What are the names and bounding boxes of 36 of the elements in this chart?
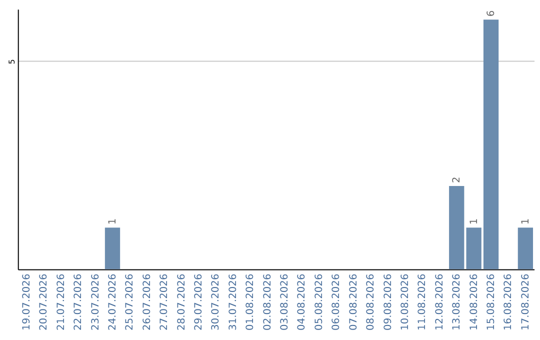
x-tick-label: 22.07.2026 [73,274,84,330]
data-label: 6 [486,10,498,17]
x-tick-label: 20.07.2026 [38,274,50,330]
x-tick-label: 30.07.2026 [210,274,222,330]
x-tick-label: 27.07.2026 [159,274,170,330]
x-tick-label: 14.08.2026 [468,274,480,330]
x-tick-label: 04.08.2026 [296,274,308,330]
x-tick-label: 28.07.2026 [176,274,188,330]
x-tick-label: 11.08.2026 [417,274,428,330]
x-tick-label: 26.07.2026 [142,274,153,330]
x-tick-label: 10.08.2026 [400,274,411,330]
x-tick-label: 12.08.2026 [434,274,446,330]
x-tick-label: 19.07.2026 [21,274,32,330]
x-tick-label: 25.07.2026 [124,274,136,330]
x-tick-label: 05.08.2026 [314,274,325,330]
y-tick-label: 5 [7,59,16,64]
x-tick-label: 16.08.2026 [503,274,514,330]
data-label: 1 [520,218,532,225]
x-tick-label: 17.08.2026 [520,274,532,330]
x-tick-label: 08.08.2026 [366,274,377,330]
data-label: 2 [452,176,463,184]
x-tick-label: 01.08.2026 [245,274,256,330]
x-tick-label: 07.08.2026 [348,274,360,330]
x-tick-label: 06.08.2026 [331,274,342,330]
x-tick-label: 21.07.2026 [56,274,67,330]
data-label: 1 [468,218,480,225]
x-tick-label: 09.08.2026 [382,274,394,330]
x-tick-label: 13.08.2026 [452,274,463,330]
data-label: 1 [107,218,118,225]
x-tick-label: 23.07.2026 [90,274,102,330]
x-tick-label: 29.07.2026 [194,274,205,330]
x-tick-label: 03.08.2026 [280,274,291,330]
x-tick-label: 02.08.2026 [262,274,274,330]
x-tick-label: 24.07.2026 [107,274,118,330]
x-tick-label: 15.08.2026 [486,274,498,330]
x-tick-label: 31.07.2026 [228,274,239,330]
